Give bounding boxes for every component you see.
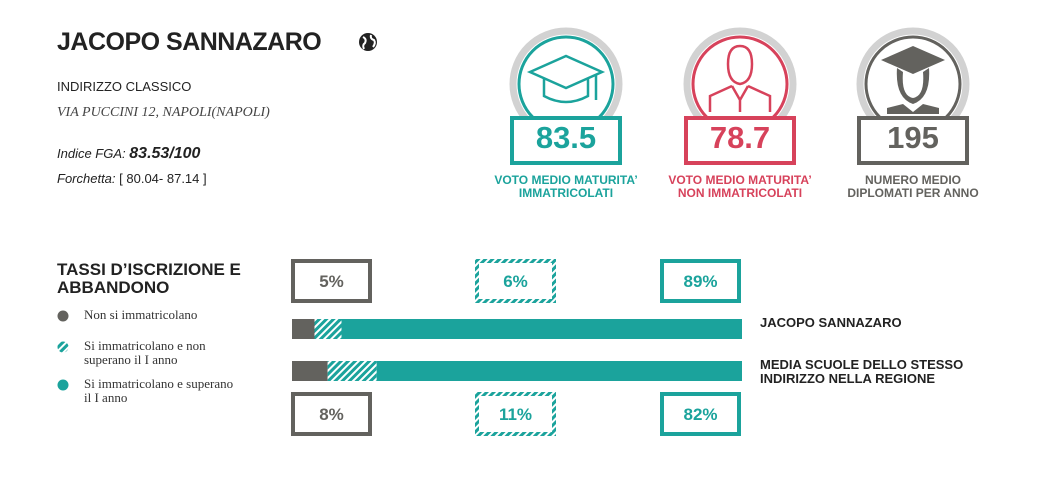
value-box [660,259,741,303]
value-box [475,259,556,303]
legend-marker [57,341,69,353]
stat-label: VOTO MEDIO MATURITA’ IMMATRICOLATI [494,173,638,200]
stat-value: 83.5 [535,120,597,155]
fga-value: 83.53/100 [129,145,201,162]
stat-icon [708,44,772,112]
bar-segment [341,319,742,339]
value-label: 11% [498,405,533,424]
value-label: 6% [503,272,528,291]
stat-box [857,116,969,165]
person-icon [708,44,772,112]
value-box [291,259,372,303]
range-label: Forchetta: [57,171,116,186]
cap [881,46,945,74]
legend-label: Si immatricolano e non superano il I ann… [84,338,206,367]
stat-box [684,116,796,165]
track: INDIRIZZO CLASSICO [57,79,192,94]
legend-marker [57,310,69,322]
stat-box [510,116,622,165]
globe-icon[interactable] [359,33,377,51]
bar-segment [376,361,742,381]
legend-label: Si immatricolano e superano il I anno [84,376,234,405]
bar-segment [314,319,342,339]
rates-title: TASSI D’ISCRIZIONE E ABBANDONO [57,260,241,297]
value-label: 8% [319,405,344,424]
fga-line: Indice FGA: 83.53/100 [57,145,200,163]
legend-marker [57,379,69,391]
row-name: JACOPO SANNAZARO [760,315,902,330]
stat-value: 195 [887,120,939,155]
fga-label: Indice FGA: [57,146,126,161]
bar-segment [292,319,315,339]
head [887,68,939,114]
value-label: 89% [683,272,718,291]
bar-segment [327,361,377,381]
value-label: 82% [683,405,718,424]
school-title: JACOPO SANNAZARO [57,28,322,56]
stat-icon [881,46,945,114]
cap-icon [526,54,606,104]
value-box [291,392,372,436]
stat-value: 78.7 [709,120,771,155]
stat-label: VOTO MEDIO MATURITA’ NON IMMATRICOLATI [668,173,812,200]
value-label: 5% [319,272,344,291]
range-line: Forchetta: [ 80.04- 87.14 ] [57,171,207,186]
value-box [660,392,741,436]
stat-label: NUMERO MEDIO DIPLOMATI PER ANNO [847,173,979,200]
bar-segment [292,361,328,381]
legend-label: Non si immatricolano [84,307,198,322]
range-value: [ 80.04- 87.14 ] [119,171,207,186]
address: VIA PUCCINI 12, NAPOLI(NAPOLI) [57,105,270,120]
value-box [475,392,556,436]
row-name: MEDIA SCUOLE DELLO STESSO INDIRIZZO NELL… [760,357,964,386]
stat-icon [526,54,606,104]
